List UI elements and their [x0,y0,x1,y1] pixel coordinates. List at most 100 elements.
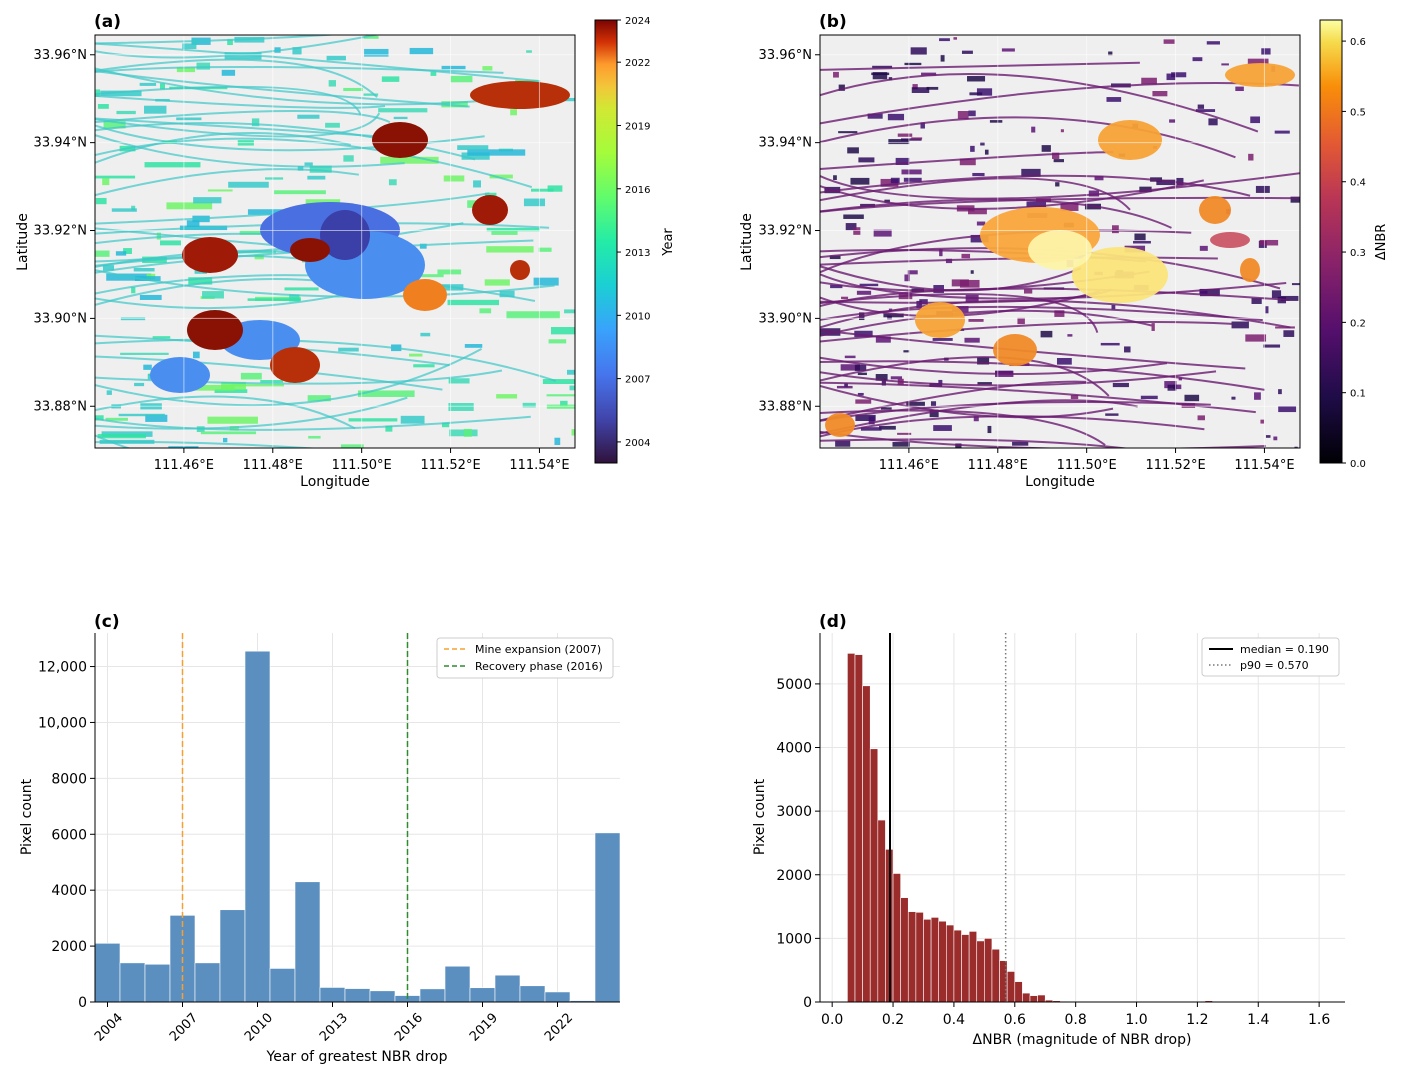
panel-a-y-tick-label-3: 33.90°N [34,311,87,326]
panel-a-texture-patch [380,156,439,164]
panel-a-texture-patch [448,378,470,384]
panel-a-texture-stream [95,42,541,83]
panel-a-texture-patch [156,232,162,240]
panel-a-texture-patch [139,82,157,86]
panel-b-texture-patch [1221,63,1229,66]
panel-b-texture-stream [820,293,1099,333]
panel-a-texture-patch [228,181,269,188]
panel-c-legend-box [436,637,614,679]
panel-c-bar-14 [444,965,471,1003]
panel-a-x-tick-label-1: 111.48°E [243,458,303,473]
panel-a-colorbar-ticks: 2004 2007 2010 2013 2016 2019 2022 2024 [617,16,650,449]
panel-b-texture-patch [847,147,859,154]
panel-a-raster [95,35,575,448]
panel-b-texture-patch [873,229,892,237]
panel-c-x-tick-label-3: 2013 [317,1011,351,1045]
panel-d-bar-21 [1006,971,1016,1003]
panel-a-texture-patch [139,294,162,300]
panel-b-texture-patch [855,414,876,422]
panel-a-blob-2022-c [510,260,530,280]
panel-a-texture-stream [95,355,443,391]
panel-b-texture-patch [916,300,922,309]
panel-a-texture-patch [364,48,389,57]
panel-a-texture-patch [486,246,534,253]
panel-a-y-ticks: 33.96°N 33.94°N 33.92°N 33.90°N 33.88°N [34,48,95,414]
panel-d-bar-6 [892,873,901,1003]
panel-b-texture-patch [1053,159,1064,163]
panel-a-texture-patch [123,248,132,255]
panel-b-texture-patch [875,374,888,381]
panel-a-texture-patch [118,413,165,417]
panel-b-texture-patch [901,169,922,175]
panel-b-y-tick-label-3: 33.90°N [759,311,812,326]
panel-c-y-tick-label-2: 4000 [51,883,87,899]
panel-b-blob-11 [1210,232,1250,248]
panel-c-bar-1 [119,962,146,1003]
panel-b-texture-stream [820,384,1114,419]
panel-a-texture-patch [562,97,575,102]
panel-b-texture-patch [1021,168,1041,177]
panel-b-texture-patch [1134,233,1146,241]
panel-a-texture-stream [95,35,339,45]
panel-c-bar-6 [244,650,271,1003]
panel-d-y-tick-label-3: 3000 [776,804,812,820]
panel-a-texture-patch [95,197,107,205]
panel-b-x-axis-label: Longitude [1025,474,1095,490]
panel-a-texture-patch [564,309,575,314]
panel-b-texture-patch [1278,406,1297,413]
panel-b-texture-patch [844,355,856,359]
panel-b-texture-patch [1200,288,1220,297]
panel-b-texture-patch [977,382,992,385]
panel-a-texture-patch [231,384,284,387]
panel-a-colorbar-label: Year [661,228,676,257]
panel-b-texture-patch [883,313,904,318]
panel-a-texture-patch [554,437,561,446]
panel-b-y-tick-label-2: 33.92°N [759,224,812,239]
panel-a-texture-patch [239,230,262,235]
panel-c-year-histogram: (c) 2004 2007 2010 2013 2016 2019 2022 0 2000 40… [19,612,621,1065]
panel-b-texture-patch [858,157,875,163]
panel-b-texture-patch [892,442,910,447]
panel-a-texture-patch [207,416,258,424]
panel-b-texture-patch [976,221,986,226]
panel-c-y-tick-label-3: 6000 [51,827,87,843]
panel-d-legend-box [1201,637,1340,677]
panel-d-bar-13 [946,924,955,1003]
panel-b-frame [819,34,1301,449]
panel-a-cb-tick-label-4: 2016 [625,185,650,196]
panel-b-texture-patch [1176,177,1184,186]
panel-c-x-axis-label: Year of greatest NBR drop [266,1049,448,1065]
panel-b-label: (b) [819,12,847,32]
panel-d-bar-4 [877,819,886,1003]
panel-b-blob-2 [1072,247,1168,303]
panel-b-texture-patch [968,208,987,215]
panel-b-texture-patch [1263,344,1281,348]
panel-b-colorbar-label: ΔNBR [1374,224,1389,261]
panel-a-year-map: (a) 111.46°E 111.48°E 111.50°E 111.52°E 111.… [15,12,676,490]
panel-a-texture-patch [111,208,137,212]
panel-a-texture-stream [95,274,536,303]
panel-c-x-tick-label-0: 2004 [92,1011,126,1045]
panel-c-y-tick-label-0: 0 [78,995,87,1011]
panel-b-colorbar [1319,19,1343,464]
panel-b-texture-stream [820,356,1168,375]
panel-d-y-tick-label-1: 1000 [776,931,812,947]
panel-a-texture-patch [202,291,224,299]
panel-a-texture-patch [409,47,434,55]
panel-b-texture-patch [888,139,910,145]
panel-a-texture-patch [489,174,513,179]
panel-c-bar-11 [369,990,396,1003]
panel-a-texture-patch [441,101,468,108]
panel-a-texture-patch [247,298,301,301]
panel-a-texture-patch [430,71,437,76]
panel-b-texture-patch [970,145,975,152]
panel-c-bar-20 [594,832,621,1003]
panel-a-texture-patch [569,385,575,391]
panel-a-texture-patch [100,90,142,97]
panel-b-texture-patch [930,401,937,407]
panel-b-texture-stream [820,61,1140,71]
panel-b-texture-patch [1163,39,1175,44]
panel-a-texture-patch [224,52,262,60]
panel-a-texture-patch [95,415,104,421]
panel-a-texture-patch [292,47,302,55]
